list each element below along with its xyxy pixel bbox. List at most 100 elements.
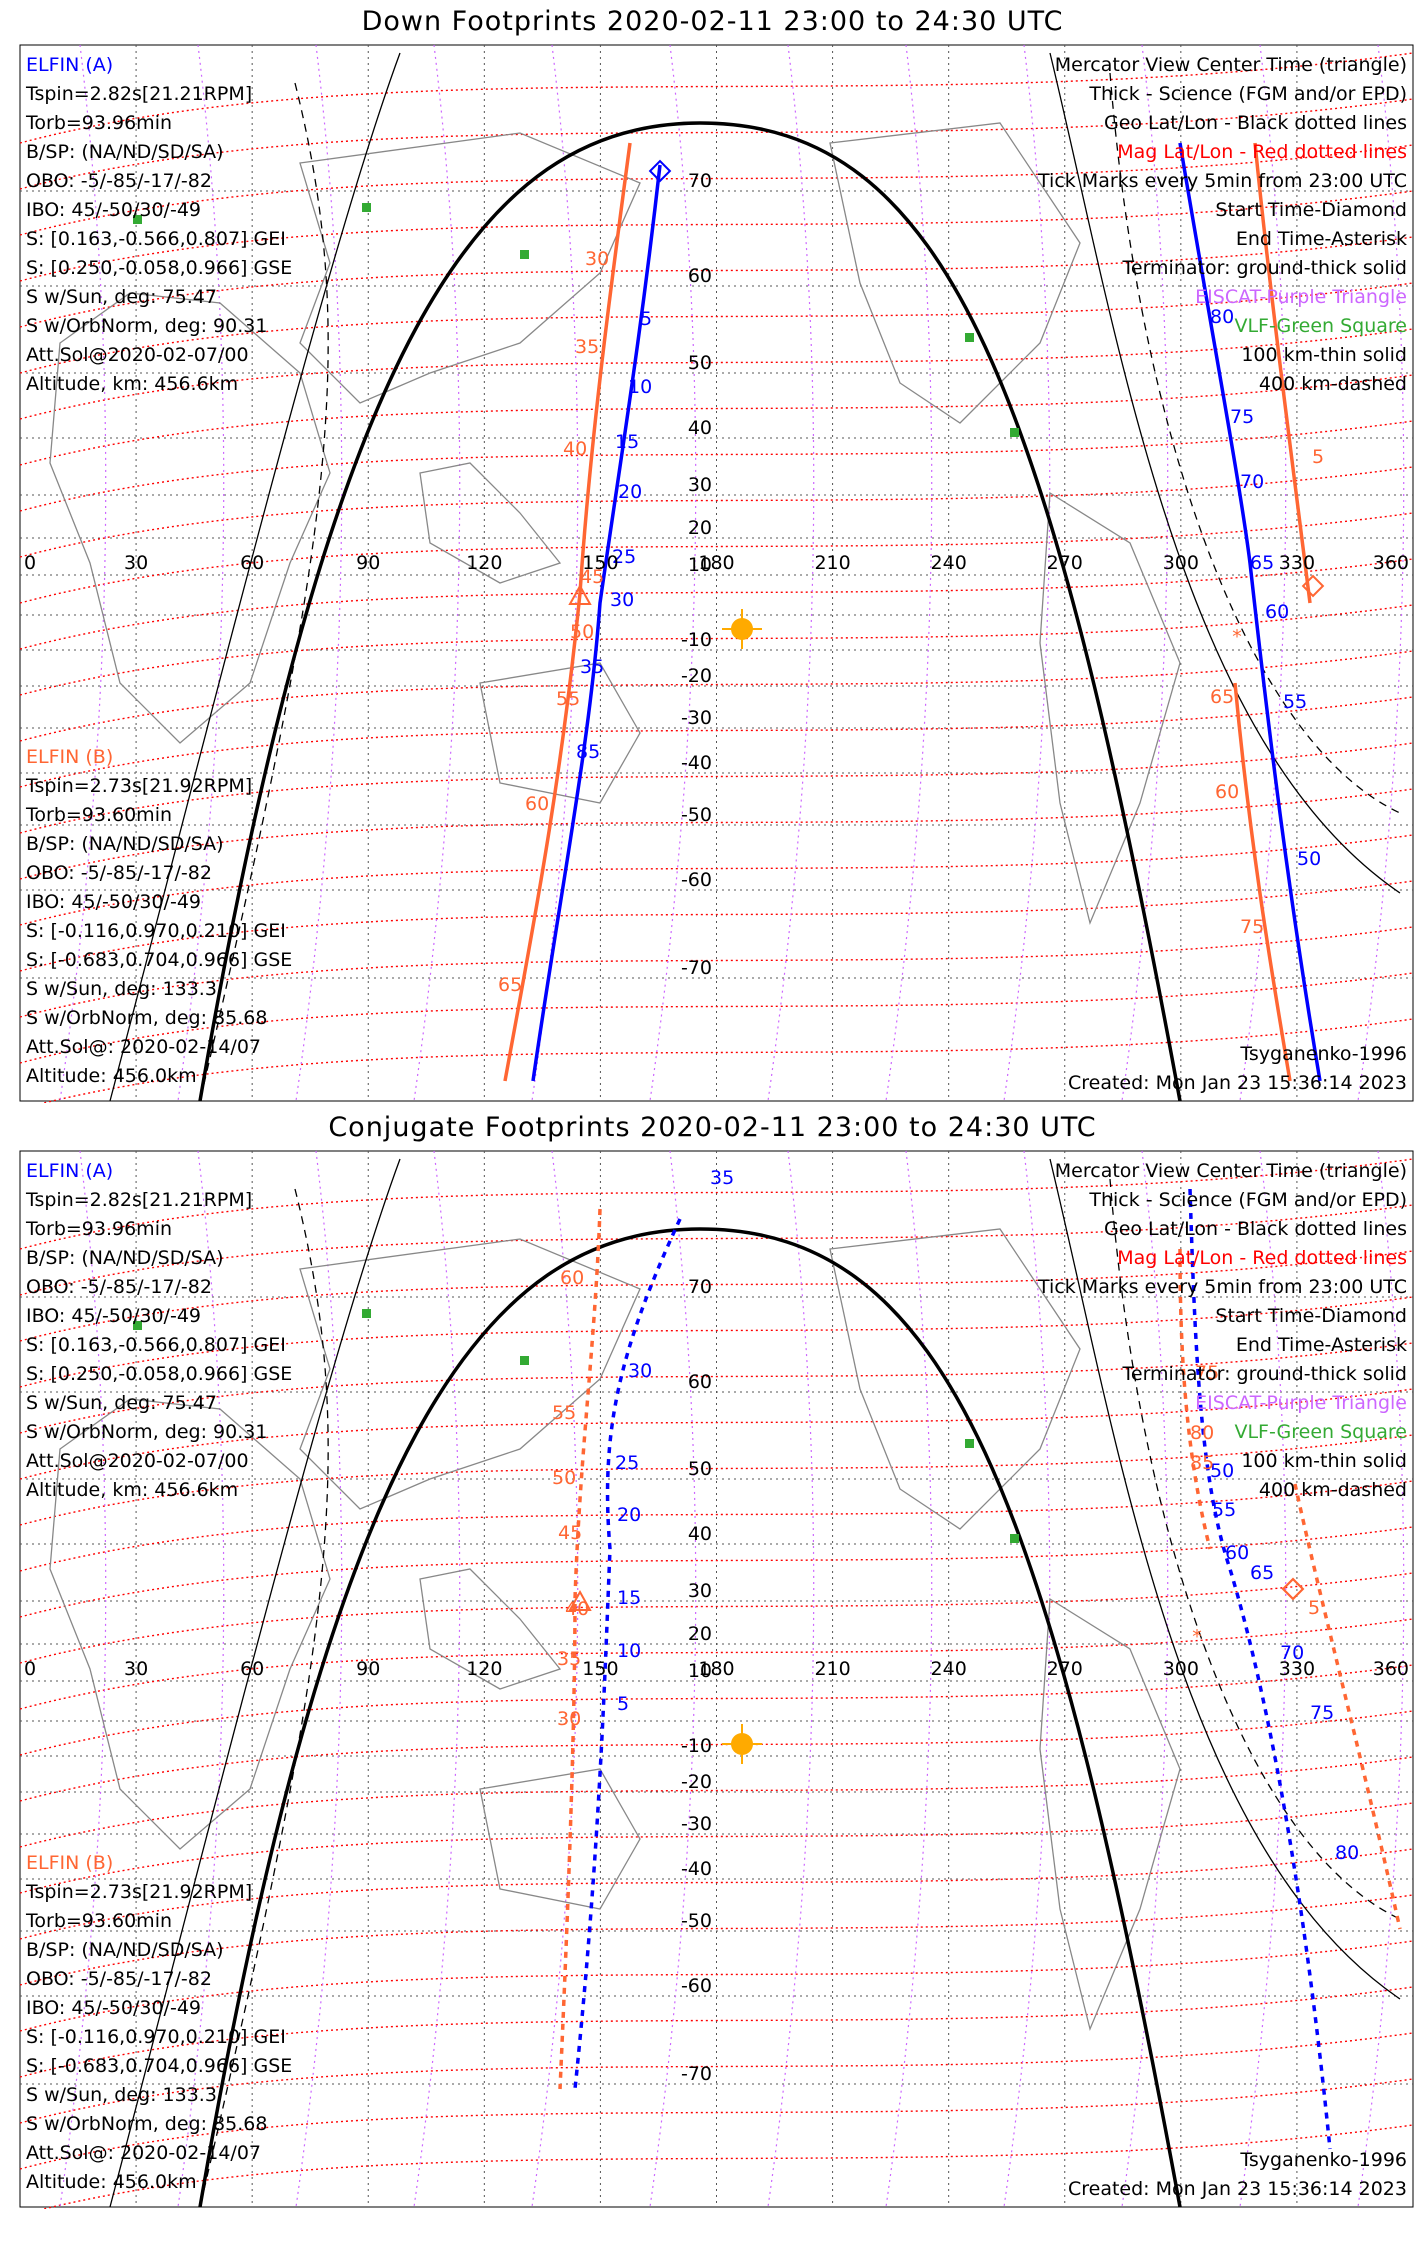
longitude-tick-label: 90 bbox=[356, 552, 380, 574]
elfin-a-info-line: B/SP: (NA/ND/SD/SA) bbox=[26, 1247, 224, 1269]
elfin-b-time-mark: 60 bbox=[525, 793, 549, 815]
elfin-b-time-mark: 75 bbox=[1240, 916, 1264, 938]
down-panel-title: Down Footprints 2020-02-11 23:00 to 24:3… bbox=[361, 6, 1064, 37]
latitude-tick-label: 70 bbox=[688, 1276, 712, 1298]
longitude-tick-label: 120 bbox=[466, 1658, 502, 1680]
elfin-a-info-line: S: [0.163,-0.566,0.807] GEI bbox=[26, 228, 286, 250]
vlf-station-marker bbox=[362, 203, 371, 212]
terminator-100km bbox=[1049, 1158, 1401, 2000]
latitude-tick-label: -70 bbox=[681, 2063, 712, 2085]
longitude-tick-label: 300 bbox=[1163, 552, 1199, 574]
mag-latitude-line bbox=[19, 236, 1414, 328]
elfin-a-time-mark: 55 bbox=[1212, 1499, 1236, 1521]
elfin-b-info-line: S w/Sun, deg: 133.3 bbox=[26, 2084, 217, 2106]
elfin-a-time-mark: 65 bbox=[1250, 1562, 1274, 1584]
mag-latitude-line bbox=[19, 1618, 1414, 1710]
elfin-a-time-mark: 30 bbox=[610, 589, 634, 611]
mag-latitude-line bbox=[41, 2124, 1414, 2209]
elfin-a-info-line: S w/OrbNorm, deg: 90.31 bbox=[26, 1421, 267, 1443]
legend-entry: Thick - Science (FGM and/or EPD) bbox=[1088, 1189, 1407, 1211]
elfin-a-time-mark: 5 bbox=[640, 308, 652, 330]
elfin-a-time-mark: 75 bbox=[1230, 406, 1254, 428]
mag-latitude-line bbox=[19, 926, 1414, 1018]
elfin-b-time-mark: 55 bbox=[556, 688, 580, 710]
mag-meridian-line bbox=[767, 44, 815, 1102]
latitude-tick-label: -70 bbox=[681, 957, 712, 979]
elfin-a-time-mark: 70 bbox=[1240, 471, 1264, 493]
elfin-a-info-line: Altitude, km: 456.6km bbox=[26, 373, 238, 395]
mag-latitude-line bbox=[19, 2078, 1414, 2170]
latitude-tick-label: -30 bbox=[681, 707, 712, 729]
mag-latitude-line bbox=[19, 420, 1414, 512]
latitude-tick-label: 50 bbox=[688, 1458, 712, 1480]
continent-outline bbox=[299, 1238, 641, 1510]
longitude-tick-label: 0 bbox=[24, 1658, 36, 1680]
conjugate-footprints-map: 3530252015105505560657075806055504540353… bbox=[19, 1150, 1414, 2209]
mag-meridian-line bbox=[885, 1150, 933, 2208]
mag-latitude-line bbox=[19, 650, 1414, 742]
mag-meridian-line bbox=[1357, 44, 1405, 1102]
mag-latitude-line bbox=[19, 144, 1414, 236]
elfin-a-time-mark: 20 bbox=[617, 1504, 641, 1526]
elfin-a-time-mark: 25 bbox=[612, 546, 636, 568]
mag-latitude-line bbox=[19, 1296, 1414, 1388]
latitude-tick-label: -40 bbox=[681, 1858, 712, 1880]
elfin-a-info-line: S: [0.250,-0.058,0.966] GSE bbox=[26, 257, 292, 279]
longitude-tick-label: 360 bbox=[1373, 552, 1409, 574]
elfin-b-time-mark: 50 bbox=[570, 621, 594, 643]
legend-entry: Terminator: ground-thick solid bbox=[1122, 257, 1408, 279]
created-timestamp: Created: Mon Jan 23 15:36:14 2023 bbox=[1068, 1072, 1407, 1094]
longitude-tick-label: 360 bbox=[1373, 1658, 1409, 1680]
vlf-station-marker bbox=[965, 1439, 974, 1448]
terminator-100km bbox=[109, 1158, 401, 2208]
elfin-b-info-line: S w/Sun, deg: 133.3 bbox=[26, 978, 217, 1000]
vlf-station-marker bbox=[1010, 1534, 1019, 1543]
mag-meridian-line bbox=[649, 44, 697, 1102]
elfin-a-time-mark: 15 bbox=[617, 1587, 641, 1609]
latitude-tick-label: -10 bbox=[681, 1735, 712, 1757]
elfin-a-time-mark: 35 bbox=[710, 1167, 734, 1189]
elfin-b-time-mark: 80 bbox=[1190, 1422, 1214, 1444]
elfin-b-info-line: Tspin=2.73s[21.92RPM] bbox=[25, 1881, 252, 1903]
latitude-tick-label: -10 bbox=[681, 629, 712, 651]
elfin-a-time-mark: 60 bbox=[1225, 1542, 1249, 1564]
mag-latitude-line bbox=[19, 374, 1414, 466]
elfin-b-track bbox=[558, 1208, 602, 2090]
elfin-b-info-line: S: [-0.116,0.970,0.210] GEI bbox=[26, 920, 286, 942]
elfin-b-time-mark: 75 bbox=[1195, 1362, 1219, 1384]
mag-meridian-line bbox=[1121, 44, 1169, 1102]
elfin-b-info-line: S: [-0.683,0.704,0.966] GSE bbox=[26, 2055, 292, 2077]
elfin-a-time-mark: 30 bbox=[628, 1360, 652, 1382]
elfin-b-info-line: Tspin=2.73s[21.92RPM] bbox=[25, 775, 252, 797]
mag-meridian-line bbox=[1121, 1150, 1169, 2208]
terminator-400km bbox=[1109, 1178, 1401, 1920]
mag-meridian-line bbox=[531, 44, 579, 1102]
legend-entry: 400 km-dashed bbox=[1259, 373, 1407, 395]
continent-outline bbox=[49, 1398, 331, 1850]
mag-meridian-line bbox=[413, 44, 461, 1102]
legend-entry: Start Time-Diamond bbox=[1215, 1305, 1407, 1327]
elfin-a-time-mark: 70 bbox=[1280, 1642, 1304, 1664]
latitude-tick-label: 60 bbox=[688, 1371, 712, 1393]
legend-entry: Start Time-Diamond bbox=[1215, 199, 1407, 221]
mag-latitude-line bbox=[19, 1710, 1414, 1802]
latitude-tick-label: 50 bbox=[688, 352, 712, 374]
elfin-b-time-mark: 60 bbox=[1215, 781, 1239, 803]
longitude-tick-label: 90 bbox=[356, 1658, 380, 1680]
elfin-b-track bbox=[503, 142, 632, 1082]
latitude-tick-label: 10 bbox=[688, 554, 712, 576]
elfin-b-time-mark: 60 bbox=[560, 1267, 584, 1289]
mag-meridian-line bbox=[177, 44, 225, 1102]
latitude-tick-label: -60 bbox=[681, 869, 712, 891]
legend-entry: Tick Marks every 5min from 23:00 UTC bbox=[1037, 1276, 1407, 1298]
mag-meridian-line bbox=[1003, 44, 1051, 1102]
mag-latitude-line bbox=[19, 512, 1414, 604]
elfin-a-header: ELFIN (A) bbox=[26, 1160, 113, 1182]
elfin-b-info-line: Torb=93.60min bbox=[25, 1910, 172, 1932]
start-diamond-marker bbox=[1281, 1577, 1305, 1601]
elfin-b-time-mark: 45 bbox=[580, 566, 604, 588]
elfin-a-time-mark: 55 bbox=[1283, 691, 1307, 713]
mag-latitude-line bbox=[19, 1572, 1414, 1664]
mag-latitude-line bbox=[19, 2032, 1414, 2124]
longitude-tick-label: 0 bbox=[24, 552, 36, 574]
